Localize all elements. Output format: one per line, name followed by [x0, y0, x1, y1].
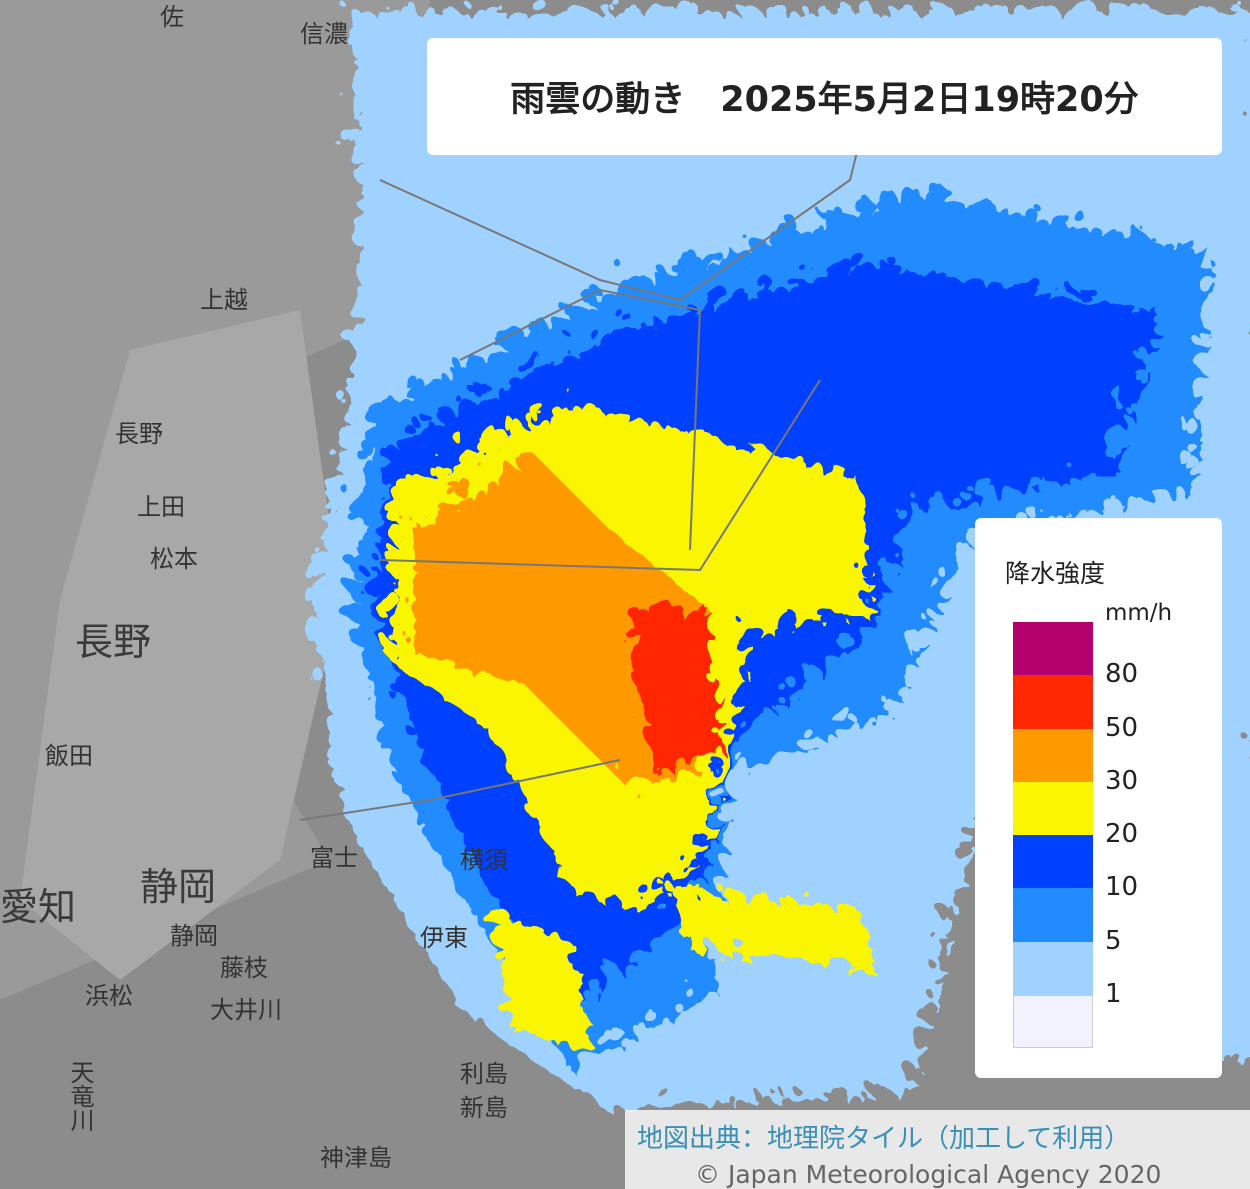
legend-swatch	[1013, 675, 1093, 729]
map-label: 静岡	[170, 922, 218, 950]
legend-label: 10	[1105, 872, 1139, 903]
legend-label: 20	[1105, 819, 1139, 849]
legend-label: 80	[1105, 659, 1139, 690]
map-label: 新島	[460, 1094, 508, 1122]
legend-swatch	[1013, 781, 1093, 835]
legend-swatch	[1013, 622, 1093, 676]
legend-label: 50	[1105, 712, 1139, 743]
map-label: 藤枝	[220, 954, 268, 982]
legend-label: 1	[1105, 978, 1122, 1009]
map-label: 天竜川	[66, 1060, 94, 1132]
legend-unit: mm/h	[1105, 600, 1173, 626]
map-label: 信濃	[300, 20, 348, 48]
attribution: 地図出典：地理院タイル（加工して利用） © Japan Meteorologic…	[625, 1110, 1250, 1189]
map-source: 地図出典：地理院タイル（加工して利用）	[637, 1124, 1131, 1154]
map-label: 浜松	[85, 982, 133, 1010]
map-label: 静岡	[140, 865, 216, 909]
legend-swatch	[1013, 888, 1093, 942]
map-label: 飯田	[45, 742, 93, 770]
map-label: 佐	[160, 3, 184, 31]
map-label: 長野	[115, 420, 163, 448]
copyright: © Japan Meteorological Agency 2020	[695, 1160, 1162, 1189]
map-label: 長野	[75, 620, 151, 664]
map-label: 利島	[460, 1060, 508, 1088]
legend: 降水強度 mm/h 80 50 30 20 10 5 1	[975, 518, 1222, 1078]
map-label: 愛知	[0, 885, 76, 929]
legend-swatch	[1013, 835, 1093, 889]
title: 雨雲の動き 2025年5月2日19時20分	[427, 38, 1222, 155]
legend-swatch	[1013, 728, 1093, 782]
map-label: 大井川	[210, 996, 282, 1024]
boundary	[299, 59, 881, 821]
map-label: 上田	[137, 493, 185, 521]
legend-swatch	[1013, 941, 1093, 995]
legend-swatch	[1013, 994, 1093, 1048]
legend-title: 降水強度	[1005, 559, 1106, 588]
map-label: 横須	[460, 846, 508, 874]
land	[20, 310, 340, 980]
map-label: 神津島	[320, 1144, 392, 1172]
legend-label: 5	[1105, 925, 1122, 956]
map-label: 伊東	[420, 924, 468, 952]
map-label: 松本	[150, 545, 198, 573]
map-label: 上越	[200, 286, 248, 314]
map-label: 富士	[310, 844, 358, 872]
legend-label: 30	[1105, 765, 1139, 796]
